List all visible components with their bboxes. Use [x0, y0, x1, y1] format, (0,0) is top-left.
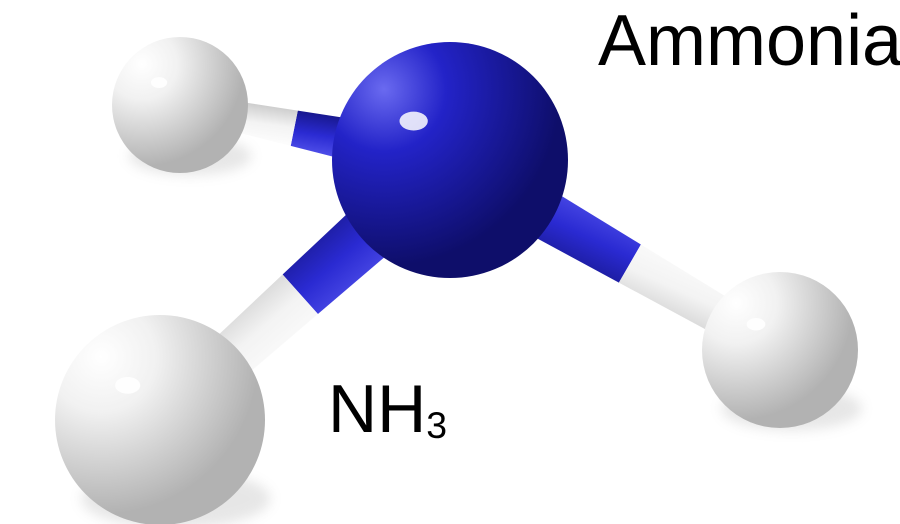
- specular-highlight: [151, 77, 167, 88]
- hydrogen-atom: [112, 37, 248, 173]
- nitrogen-atom: [332, 42, 568, 278]
- specular-highlight: [399, 112, 427, 131]
- molecule-formula-label: NH3: [328, 370, 447, 448]
- molecule-diagram: Ammonia NH3: [0, 0, 900, 524]
- formula-main: NH: [328, 371, 426, 447]
- hydrogen-atom: [702, 272, 858, 428]
- molecule-name-label: Ammonia: [598, 0, 900, 82]
- specular-highlight: [747, 318, 766, 330]
- specular-highlight: [115, 377, 140, 394]
- hydrogen-atom: [55, 315, 265, 524]
- formula-subscript: 3: [426, 404, 447, 446]
